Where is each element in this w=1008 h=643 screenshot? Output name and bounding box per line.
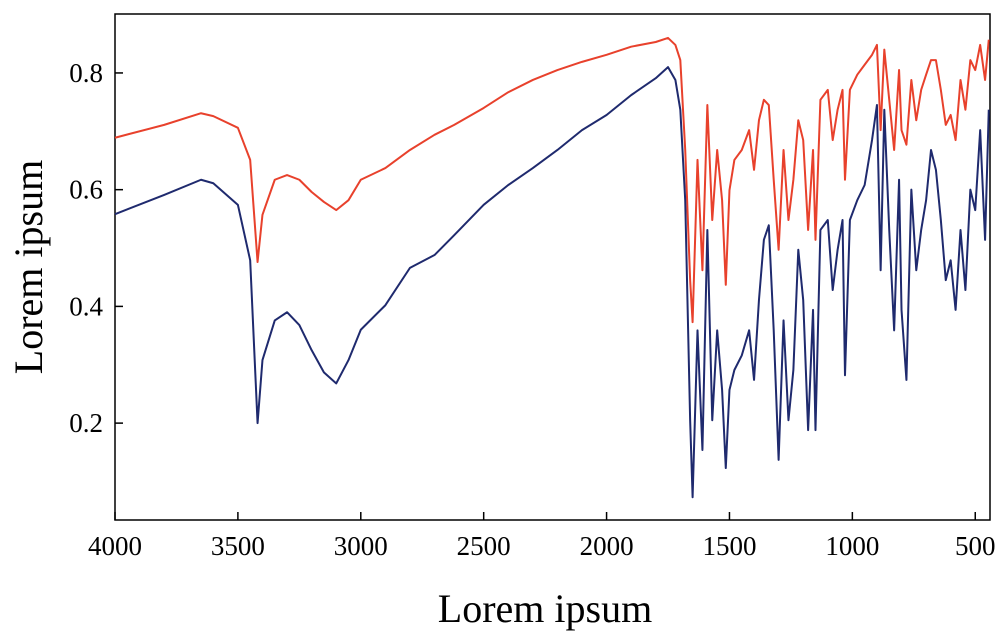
- spectrum-line: [114, 36, 990, 324]
- x-tick-label: 1500: [702, 531, 756, 561]
- x-tick-label: 4000: [88, 531, 142, 561]
- x-tick-label: 2000: [580, 531, 634, 561]
- x-tick-label: 3500: [211, 531, 265, 561]
- y-axis-title: Lorem ipsum: [6, 160, 51, 374]
- y-tick-label: 0.6: [69, 175, 103, 205]
- y-tick-label: 0.2: [69, 408, 103, 438]
- plot-frame: [114, 13, 991, 521]
- spectrum-line: [114, 66, 990, 499]
- x-tick-label: 500: [955, 531, 996, 561]
- y-tick-label: 0.8: [69, 58, 103, 88]
- y-tick-label: 0.4: [69, 291, 103, 321]
- x-tick-label: 2500: [457, 531, 511, 561]
- x-tick-label: 1000: [825, 531, 879, 561]
- x-axis-title: Lorem ipsum: [438, 586, 652, 631]
- x-tick-label: 3000: [334, 531, 388, 561]
